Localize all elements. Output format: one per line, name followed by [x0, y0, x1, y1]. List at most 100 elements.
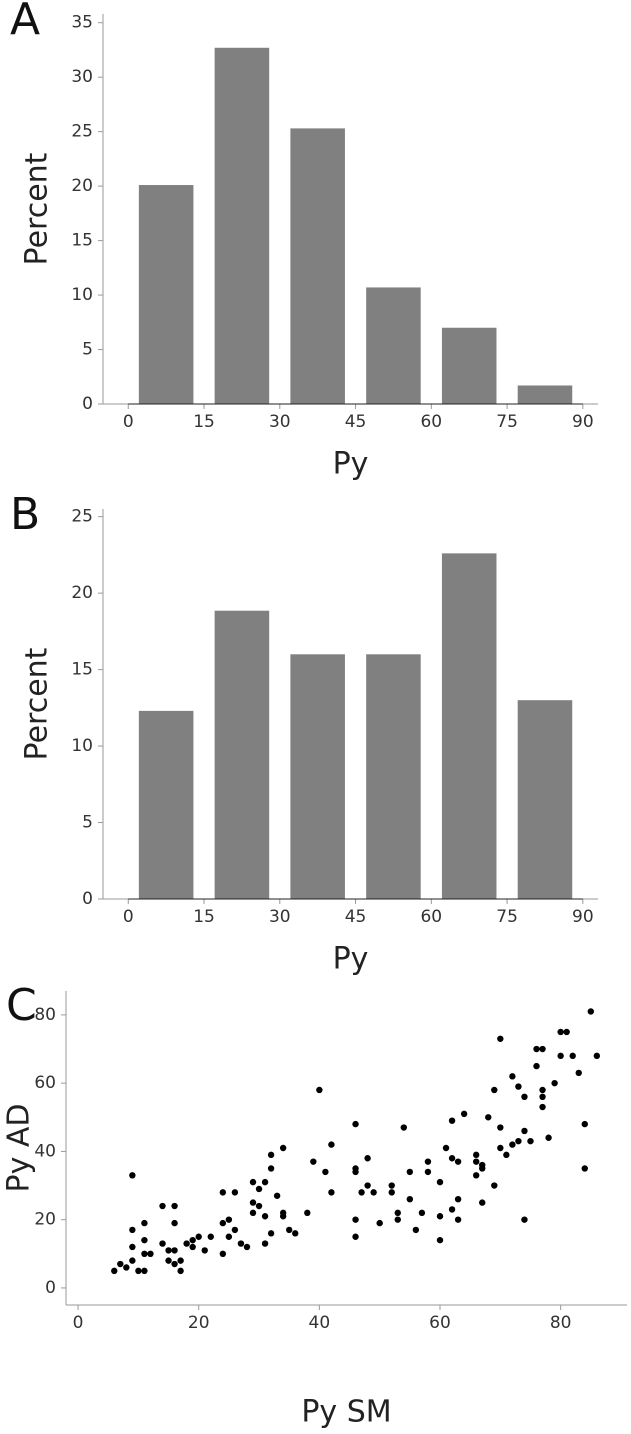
- point: [201, 1247, 208, 1254]
- x-tick-label: 45: [345, 412, 367, 432]
- bar: [214, 47, 270, 405]
- point: [527, 1137, 534, 1145]
- y-tick-label: 20: [71, 176, 93, 196]
- bar: [138, 710, 194, 899]
- y-tick-label: 0: [45, 1278, 56, 1298]
- point: [521, 1127, 528, 1135]
- point: [358, 1189, 365, 1196]
- point: [515, 1083, 522, 1090]
- y-tick-label: 25: [71, 122, 93, 142]
- x-tick-label: 60: [420, 907, 442, 927]
- point: [189, 1236, 196, 1244]
- y-tick-label: 10: [71, 285, 93, 305]
- x-tick-label: 15: [193, 412, 215, 432]
- bar: [517, 700, 573, 899]
- point: [171, 1202, 178, 1210]
- point: [255, 1202, 263, 1210]
- point: [237, 1240, 245, 1247]
- point: [479, 1199, 486, 1206]
- point: [249, 1178, 257, 1186]
- point: [497, 1124, 504, 1131]
- point: [123, 1264, 130, 1271]
- point: [328, 1189, 335, 1196]
- point: [406, 1168, 414, 1176]
- point: [322, 1168, 329, 1176]
- point: [448, 1155, 456, 1162]
- y-tick-label: 15: [71, 660, 93, 680]
- x-tick-label: 75: [496, 412, 518, 432]
- point: [249, 1209, 257, 1217]
- point: [141, 1250, 148, 1258]
- panel-label: B: [10, 489, 40, 540]
- point: [304, 1209, 311, 1217]
- point: [394, 1216, 401, 1223]
- x-axis-title: Py: [333, 447, 369, 482]
- point: [135, 1267, 142, 1275]
- bar: [366, 287, 421, 404]
- point: [261, 1240, 269, 1247]
- y-tick-label: 20: [71, 583, 93, 603]
- y-tick-label: 5: [82, 813, 93, 833]
- y-tick-label: 60: [34, 1073, 56, 1093]
- point: [593, 1052, 601, 1060]
- point: [448, 1206, 456, 1213]
- y-axis-title: Py AD: [2, 1103, 37, 1192]
- point: [436, 1236, 444, 1244]
- point: [497, 1144, 504, 1152]
- point: [539, 1093, 546, 1101]
- point: [364, 1182, 371, 1189]
- point: [273, 1192, 281, 1199]
- point: [460, 1110, 468, 1118]
- point: [581, 1165, 588, 1172]
- point: [225, 1216, 233, 1223]
- x-tick-label: 30: [269, 907, 291, 927]
- point: [376, 1219, 383, 1227]
- point: [292, 1230, 299, 1237]
- point: [491, 1182, 498, 1189]
- point: [533, 1045, 540, 1053]
- point: [370, 1189, 377, 1196]
- point: [177, 1257, 184, 1264]
- point: [418, 1209, 426, 1217]
- point: [587, 1008, 595, 1015]
- point: [207, 1233, 214, 1240]
- point: [279, 1209, 287, 1217]
- point: [267, 1165, 275, 1172]
- x-tick-label: 90: [572, 907, 594, 927]
- panel-label: A: [10, 0, 40, 45]
- y-tick-label: 80: [34, 1005, 56, 1025]
- point: [448, 1117, 456, 1124]
- point: [141, 1267, 148, 1275]
- point: [255, 1185, 263, 1193]
- point: [424, 1158, 432, 1165]
- point: [111, 1267, 118, 1275]
- point: [231, 1226, 239, 1234]
- point: [364, 1155, 371, 1162]
- point: [159, 1240, 166, 1247]
- point: [165, 1247, 172, 1254]
- point: [503, 1151, 510, 1159]
- x-tick-label: 80: [550, 1313, 572, 1333]
- point: [539, 1086, 546, 1094]
- point: [394, 1209, 401, 1217]
- point: [352, 1216, 359, 1223]
- point: [171, 1219, 178, 1227]
- point: [569, 1052, 576, 1060]
- bar: [366, 654, 421, 899]
- point: [243, 1243, 251, 1251]
- x-tick-label: 0: [123, 907, 134, 927]
- point: [249, 1199, 257, 1206]
- x-tick-label: 90: [572, 412, 594, 432]
- point: [575, 1069, 582, 1077]
- y-axis-title: Percent: [20, 647, 55, 760]
- point: [539, 1045, 546, 1053]
- point: [436, 1213, 444, 1220]
- x-tick-label: 60: [429, 1313, 451, 1333]
- point: [472, 1172, 480, 1179]
- x-tick-label: 20: [188, 1313, 210, 1333]
- x-axis-title: Py: [333, 942, 369, 977]
- point: [195, 1233, 202, 1240]
- point: [267, 1230, 275, 1237]
- point: [165, 1257, 172, 1264]
